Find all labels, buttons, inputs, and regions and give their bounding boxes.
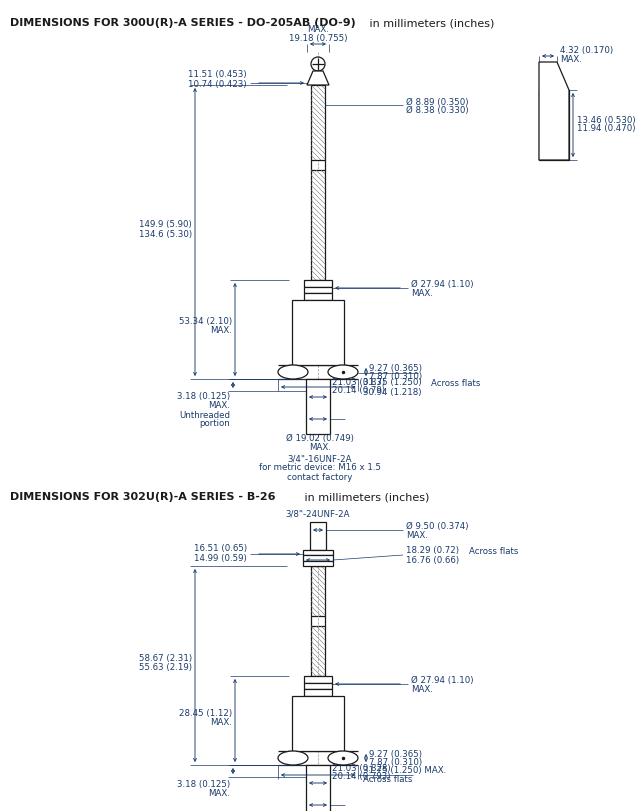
Text: Across flats: Across flats — [363, 775, 412, 784]
Bar — [306, 765, 330, 811]
Ellipse shape — [278, 751, 308, 765]
Bar — [303, 550, 333, 556]
Text: MAX.: MAX. — [411, 289, 433, 298]
Text: 9.27 (0.365): 9.27 (0.365) — [369, 364, 422, 374]
Text: 58.67 (2.31): 58.67 (2.31) — [139, 654, 192, 663]
Text: 3/4"-16UNF-2A: 3/4"-16UNF-2A — [288, 454, 352, 464]
Text: MAX.: MAX. — [411, 684, 433, 693]
Bar — [303, 560, 333, 566]
Bar — [304, 676, 332, 683]
Text: 16.76 (0.66): 16.76 (0.66) — [406, 556, 459, 564]
Text: DIMENSIONS FOR 302U(R)-A SERIES - B-26: DIMENSIONS FOR 302U(R)-A SERIES - B-26 — [10, 492, 276, 502]
Text: MAX.: MAX. — [208, 401, 230, 410]
Text: 19.18 (0.755): 19.18 (0.755) — [289, 33, 347, 42]
Text: Ø 9.50 (0.374): Ø 9.50 (0.374) — [406, 521, 469, 530]
Bar — [311, 170, 325, 280]
Text: 134.6 (5.30): 134.6 (5.30) — [139, 230, 192, 238]
Ellipse shape — [328, 751, 358, 765]
Text: 149.9 (5.90): 149.9 (5.90) — [139, 221, 192, 230]
Polygon shape — [307, 71, 329, 85]
Text: DIMENSIONS FOR 300U(R)-A SERIES - DO-205AB (DO-9): DIMENSIONS FOR 300U(R)-A SERIES - DO-205… — [10, 18, 356, 28]
Text: Ø 27.94 (1.10): Ø 27.94 (1.10) — [411, 280, 474, 289]
Polygon shape — [539, 62, 569, 160]
Bar — [292, 300, 344, 365]
Text: 3/8"-24UNF-2A: 3/8"-24UNF-2A — [286, 509, 351, 518]
Text: 7.87 (0.310): 7.87 (0.310) — [369, 372, 422, 381]
Text: MAX.: MAX. — [406, 530, 428, 539]
Text: Ø 27.94 (1.10): Ø 27.94 (1.10) — [411, 676, 474, 684]
Text: 28.45 (1.12): 28.45 (1.12) — [179, 709, 232, 718]
Text: 11.51 (0.453): 11.51 (0.453) — [189, 71, 247, 79]
Ellipse shape — [328, 365, 358, 379]
Bar — [539, 90, 569, 160]
Bar — [311, 85, 325, 160]
Bar — [310, 522, 326, 550]
Bar — [304, 294, 332, 300]
Text: Ø 8.89 (0.350): Ø 8.89 (0.350) — [406, 97, 469, 106]
Text: Across flats: Across flats — [469, 547, 518, 556]
Text: 13.46 (0.530): 13.46 (0.530) — [577, 115, 635, 125]
Text: contact factory: contact factory — [287, 473, 352, 482]
Text: 31.75 (1.250) MAX.: 31.75 (1.250) MAX. — [363, 766, 446, 775]
Text: 11.94 (0.470): 11.94 (0.470) — [577, 125, 635, 134]
Text: 31.75 (1.250): 31.75 (1.250) — [363, 379, 422, 388]
Text: 21.03 (0.83): 21.03 (0.83) — [332, 377, 385, 387]
Text: Across flats: Across flats — [431, 379, 480, 388]
Text: 9.27 (0.365): 9.27 (0.365) — [369, 750, 422, 759]
Text: in millimeters (inches): in millimeters (inches) — [301, 492, 429, 502]
Bar — [311, 626, 325, 676]
Text: 21.03 (0.828): 21.03 (0.828) — [332, 763, 391, 773]
Text: 20.14 (0.793): 20.14 (0.793) — [332, 773, 391, 782]
Text: MAX.: MAX. — [309, 443, 331, 452]
Ellipse shape — [278, 365, 308, 379]
Text: Ø 19.02 (0.749): Ø 19.02 (0.749) — [286, 434, 354, 443]
Text: portion: portion — [199, 418, 230, 427]
Text: Ø 8.38 (0.330): Ø 8.38 (0.330) — [406, 106, 469, 115]
Text: Unthreaded: Unthreaded — [179, 410, 230, 419]
Text: MAX.: MAX. — [560, 54, 582, 63]
Bar — [304, 286, 332, 294]
Text: 55.63 (2.19): 55.63 (2.19) — [139, 663, 192, 672]
Bar — [304, 683, 332, 689]
Text: in millimeters (inches): in millimeters (inches) — [366, 18, 495, 28]
Text: 20.14 (0.79): 20.14 (0.79) — [332, 387, 385, 396]
Text: MAX.: MAX. — [307, 25, 329, 35]
Bar — [311, 566, 325, 616]
Text: 7.87 (0.310): 7.87 (0.310) — [369, 758, 422, 767]
Text: 3.18 (0.125): 3.18 (0.125) — [177, 780, 230, 789]
Text: 3.18 (0.125): 3.18 (0.125) — [177, 393, 230, 401]
Text: for metric device: M16 x 1.5: for metric device: M16 x 1.5 — [259, 464, 381, 473]
Bar — [304, 689, 332, 696]
Text: MAX.: MAX. — [208, 789, 230, 799]
Bar — [292, 696, 344, 751]
Text: 10.74 (0.423): 10.74 (0.423) — [189, 79, 247, 88]
Bar — [303, 556, 333, 560]
Bar — [306, 379, 330, 434]
Text: 53.34 (2.10): 53.34 (2.10) — [179, 317, 232, 326]
Text: 18.29 (0.72): 18.29 (0.72) — [406, 547, 459, 556]
Text: 30.94 (1.218): 30.94 (1.218) — [363, 388, 422, 397]
Bar — [304, 280, 332, 286]
Text: MAX.: MAX. — [210, 326, 232, 335]
Text: 14.99 (0.59): 14.99 (0.59) — [194, 553, 247, 563]
Text: 16.51 (0.65): 16.51 (0.65) — [194, 544, 247, 553]
Text: 4.32 (0.170): 4.32 (0.170) — [560, 45, 613, 54]
Text: MAX.: MAX. — [210, 718, 232, 727]
